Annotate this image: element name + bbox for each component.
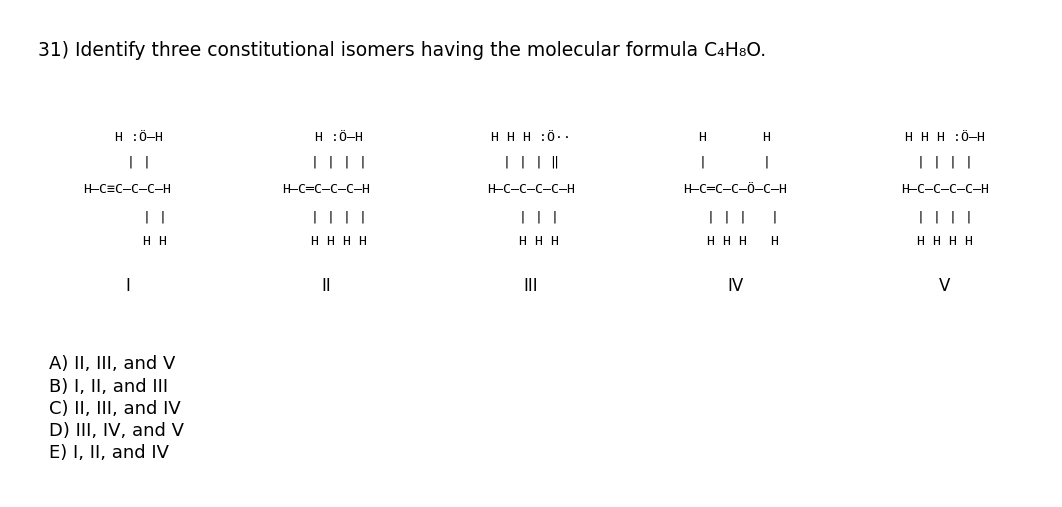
Text: I: I — [125, 276, 130, 295]
Text: | | | |: | | | | — [917, 156, 973, 169]
Text: C) II, III, and IV: C) II, III, and IV — [49, 400, 181, 418]
Text: II: II — [322, 276, 331, 295]
Text: | | | |: | | | | — [287, 210, 366, 223]
Text: H–C–C–C–C–H: H–C–C–C–C–H — [901, 183, 989, 196]
Text: H–C–C–C–C–H: H–C–C–C–C–H — [487, 183, 575, 196]
Text: III: III — [524, 276, 538, 295]
Text: | |: | | — [103, 156, 152, 169]
Text: H H H: H H H — [503, 235, 559, 248]
Text: IV: IV — [727, 276, 743, 295]
Text: E) I, II, and IV: E) I, II, and IV — [49, 444, 169, 462]
Text: H :Ö–H: H :Ö–H — [91, 131, 164, 144]
Text: |       |: | | — [700, 156, 771, 169]
Text: H H H H: H H H H — [917, 235, 973, 248]
Text: 31) Identify three constitutional isomers having the molecular formula C₄H₈O.: 31) Identify three constitutional isomer… — [38, 42, 767, 60]
Text: A) II, III, and V: A) II, III, and V — [49, 355, 175, 374]
Text: D) III, IV, and V: D) III, IV, and V — [49, 422, 184, 440]
Text: H H: H H — [87, 235, 168, 248]
Text: H H H   H: H H H H — [691, 235, 780, 248]
Text: H :Ö–H: H :Ö–H — [291, 131, 362, 144]
Text: | | | |: | | | | — [917, 210, 973, 223]
Text: V: V — [939, 276, 950, 295]
Text: | | |: | | | — [503, 210, 559, 223]
Text: H H H :Ö··: H H H :Ö·· — [491, 131, 571, 144]
Text: H–C═C–C–Ö–C–H: H–C═C–C–Ö–C–H — [683, 183, 787, 196]
Text: | | | ‖: | | | ‖ — [503, 156, 559, 169]
Text: H H H :Ö–H: H H H :Ö–H — [905, 131, 984, 144]
Text: B) I, II, and III: B) I, II, and III — [49, 378, 168, 395]
Text: | |: | | — [87, 210, 168, 223]
Text: H       H: H H — [700, 131, 771, 144]
Text: | | | |: | | | | — [287, 156, 366, 169]
Text: | | |   |: | | | | — [691, 210, 780, 223]
Text: H–C═C–C–C–H: H–C═C–C–C–H — [282, 183, 371, 196]
Text: H–C≡C–C–C–H: H–C≡C–C–C–H — [84, 183, 171, 196]
Text: H H H H: H H H H — [287, 235, 366, 248]
